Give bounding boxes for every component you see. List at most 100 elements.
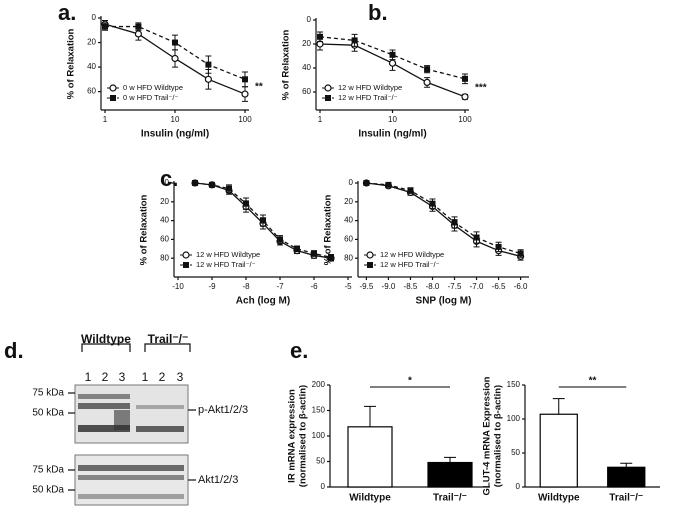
series-line (194, 182, 332, 258)
y-tick-label: 20 (302, 39, 311, 48)
y-tick-label: 0 (349, 178, 354, 187)
y-tick-label: 100 (507, 414, 521, 423)
y-tick-label: 40 (302, 63, 311, 72)
x-tick-label: 1 (103, 115, 108, 124)
y-tick-label: 20 (344, 197, 353, 206)
y-tick-label: 0 (92, 13, 97, 22)
lane-label: 1 (142, 370, 149, 384)
series-line (319, 36, 466, 80)
marker (351, 37, 358, 44)
legend-label: 12 w HFD Trail⁻/⁻ (196, 260, 256, 269)
marker (277, 236, 283, 243)
marker (366, 251, 374, 259)
panel-label: e. (290, 338, 308, 363)
marker (328, 254, 334, 261)
group-bracket (81, 343, 191, 352)
y-axis-label: IR mRNA expression (287, 389, 298, 483)
x-tick-label: Wildtype (349, 493, 391, 504)
x-axis-label: Insulin (ng/ml) (358, 129, 426, 140)
blot-label: Akt1/2/3 (198, 474, 238, 486)
y-tick-label: 40 (87, 62, 96, 71)
marker (294, 245, 300, 252)
group-label: Wildtype (81, 332, 131, 346)
marker (462, 75, 468, 82)
marker (110, 95, 116, 101)
y-axis-label: GLUT-4 mRNA Expression (482, 376, 493, 495)
x-tick-label: -6.5 (492, 282, 506, 291)
chart: 0 50 100 150 200 IR mRNA expression (normalise… (287, 376, 490, 504)
bar (427, 461, 473, 488)
series-line (366, 182, 521, 255)
marker (242, 76, 248, 83)
x-axis-label: Insulin (ng/ml) (141, 129, 209, 140)
marker-label: 50 kDa (32, 485, 64, 496)
x-tick-label: 100 (458, 115, 472, 124)
marker (311, 250, 317, 257)
marker (204, 75, 212, 83)
panel-label: b. (368, 0, 388, 25)
x-tick-label: Trail⁻/⁻ (433, 493, 467, 504)
x-tick-label: 1 (318, 115, 323, 124)
legend-label: 12 w HFD Wildtype (338, 83, 402, 92)
y-axis-label: % of Relaxation (139, 194, 150, 265)
marker (183, 262, 189, 268)
marker (367, 262, 373, 268)
x-tick-label: -8 (242, 282, 250, 291)
y-tick-label: 150 (507, 380, 521, 389)
marker (134, 30, 142, 38)
marker (325, 95, 331, 101)
y-tick-label: 100 (312, 431, 326, 440)
lane-label: 2 (102, 370, 109, 384)
marker (407, 187, 414, 194)
chart: 0 20 40 60 1 10 100 Insulin (ng/ml) % of Relaxat… (66, 13, 263, 140)
x-tick-label: 10 (388, 115, 397, 124)
x-tick-label: -9.5 (360, 282, 374, 291)
y-tick-label: 50 (511, 448, 520, 457)
y-axis-label: (normalised to β-actin) (298, 385, 309, 487)
y-tick-label: 0 (307, 15, 312, 24)
chart: 0 50 100 150 GLUT-4 mRNA Expression (normalis… (482, 376, 660, 504)
marker (182, 251, 190, 259)
legend-label: 0 w HFD Wildtype (123, 83, 183, 92)
marker (226, 185, 232, 192)
marker (192, 180, 198, 186)
error-bar (552, 398, 565, 415)
bar (539, 413, 578, 488)
y-tick-label: 0 (165, 178, 170, 187)
x-tick-label: -7 (276, 282, 284, 291)
marker (171, 54, 179, 63)
x-tick-label: -5 (344, 282, 352, 291)
marker (389, 51, 396, 58)
marker (324, 84, 332, 92)
marker (423, 78, 431, 87)
y-tick-label: 60 (302, 87, 311, 96)
x-tick-label: Trail⁻/⁻ (609, 493, 643, 504)
bands (78, 394, 184, 499)
x-tick-label: -8.0 (426, 282, 440, 291)
y-tick-label: 60 (87, 87, 96, 96)
y-axis-label: % of Relaxation (281, 29, 292, 100)
marker (102, 23, 108, 30)
y-tick-label: 0 (321, 482, 326, 491)
y-tick-label: 40 (160, 216, 169, 225)
marker-label: 75 kDa (32, 465, 64, 476)
blot-label: p-Akt1/2/3 (198, 404, 248, 416)
marker-label: 50 kDa (32, 408, 64, 419)
marker (388, 59, 397, 67)
x-tick-label: -8.5 (404, 282, 418, 291)
lane-label: 3 (119, 370, 126, 384)
group-label: Trail⁻/⁻ (148, 332, 189, 346)
western-blot (68, 343, 196, 506)
y-tick-label: 60 (344, 235, 353, 244)
x-tick-label: 100 (238, 115, 252, 124)
chart: 0 20 40 60 1 10 100 Insulin (ng/ml) % of Relaxat… (281, 15, 487, 140)
marker (385, 181, 392, 188)
legend-label: 12 w HFD Wildtype (380, 250, 444, 259)
y-tick-label: 80 (160, 253, 169, 262)
marker (461, 93, 469, 101)
bar (607, 466, 646, 488)
marker (517, 250, 524, 257)
blot-membrane (74, 384, 189, 444)
marker (451, 219, 458, 226)
